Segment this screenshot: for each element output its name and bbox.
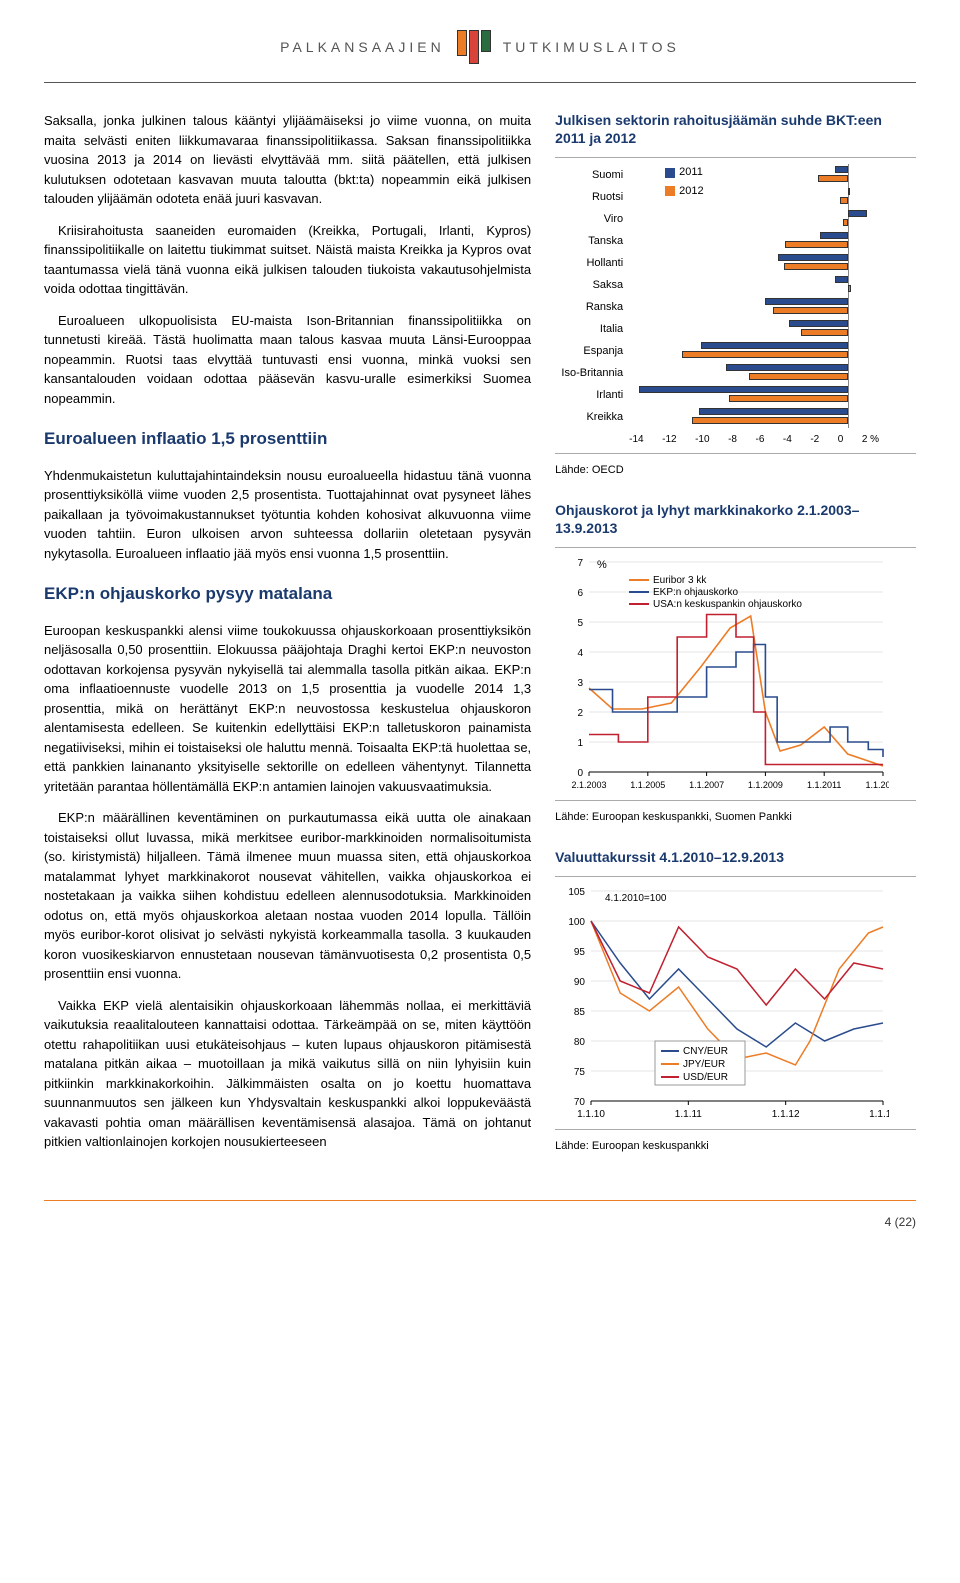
page-header: PALKANSAAJIEN TUTKIMUSLAITOS bbox=[44, 30, 916, 83]
chart1-title: Julkisen sektorin rahoitusjäämän suhde B… bbox=[555, 111, 916, 147]
header-right: TUTKIMUSLAITOS bbox=[503, 37, 680, 58]
chart2-title: Ohjauskorot ja lyhyt markkinakorko 2.1.2… bbox=[555, 501, 916, 537]
chart1-barchart: 20112012SuomiRuotsiViroTanskaHollantiSak… bbox=[555, 157, 916, 454]
svg-text:1.1.2009: 1.1.2009 bbox=[748, 780, 783, 790]
svg-text:CNY/EUR: CNY/EUR bbox=[683, 1046, 728, 1057]
svg-text:1.1.12: 1.1.12 bbox=[772, 1109, 800, 1120]
svg-text:1.1.11: 1.1.11 bbox=[675, 1109, 702, 1120]
svg-text:Euribor 3 kk: Euribor 3 kk bbox=[653, 575, 707, 586]
svg-text:70: 70 bbox=[574, 1097, 586, 1108]
svg-text:4: 4 bbox=[578, 648, 584, 659]
svg-text:USD/EUR: USD/EUR bbox=[683, 1072, 728, 1083]
svg-text:JPY/EUR: JPY/EUR bbox=[683, 1059, 725, 1070]
chart3-source: Lähde: Euroopan keskuspankki bbox=[555, 1138, 916, 1155]
footer-rule bbox=[44, 1200, 916, 1201]
svg-text:USA:n keskuspankin ohjauskorko: USA:n keskuspankin ohjauskorko bbox=[653, 599, 802, 610]
svg-text:75: 75 bbox=[574, 1067, 586, 1078]
paragraph: EKP:n määrällinen keventäminen on purkau… bbox=[44, 808, 531, 984]
logo-icon bbox=[457, 30, 491, 64]
section-heading: Euroalueen inflaatio 1,5 prosenttiin bbox=[44, 426, 531, 452]
svg-text:95: 95 bbox=[574, 947, 586, 958]
paragraph: Kriisirahoitusta saaneiden euromaiden (K… bbox=[44, 221, 531, 299]
chart3-title: Valuuttakurssit 4.1.2010–12.9.2013 bbox=[555, 848, 916, 866]
paragraph: Saksalla, jonka julkinen talous kääntyi … bbox=[44, 111, 531, 209]
svg-text:1: 1 bbox=[578, 738, 584, 749]
svg-text:1.1.2011: 1.1.2011 bbox=[807, 780, 841, 790]
svg-text:1.1.13: 1.1.13 bbox=[869, 1109, 889, 1120]
svg-text:2: 2 bbox=[578, 708, 584, 719]
paragraph: Euroopan keskuspankki alensi viime touko… bbox=[44, 621, 531, 797]
svg-text:1.1.2007: 1.1.2007 bbox=[689, 780, 724, 790]
svg-text:80: 80 bbox=[574, 1037, 586, 1048]
header-left: PALKANSAAJIEN bbox=[280, 37, 445, 58]
svg-text:3: 3 bbox=[578, 678, 584, 689]
chart2-linechart: 0 1 2 3 4 5 6 7% 2.1.2003 1.1.2005 1.1.2007 1.1.200… bbox=[555, 547, 916, 801]
svg-text:105: 105 bbox=[568, 887, 585, 898]
charts-column: Julkisen sektorin rahoitusjäämän suhde B… bbox=[555, 111, 916, 1176]
svg-text:100: 100 bbox=[568, 917, 585, 928]
svg-text:4.1.2010=100: 4.1.2010=100 bbox=[605, 893, 667, 904]
svg-text:5: 5 bbox=[578, 618, 584, 629]
page-number: 4 (22) bbox=[44, 1213, 916, 1231]
svg-text:6: 6 bbox=[578, 588, 584, 599]
svg-text:1.1.2005: 1.1.2005 bbox=[630, 780, 665, 790]
main-text-column: Saksalla, jonka julkinen talous kääntyi … bbox=[44, 111, 531, 1176]
chart3-linechart: 70 75 80 85 90 95 100 105 4.1.2010=100 1.1.10 1.1.… bbox=[555, 876, 916, 1130]
chart1-source: Lähde: OECD bbox=[555, 462, 916, 479]
svg-text:2.1.2003: 2.1.2003 bbox=[572, 780, 607, 790]
svg-text:7: 7 bbox=[578, 558, 584, 569]
paragraph: Vaikka EKP vielä alentaisikin ohjauskork… bbox=[44, 996, 531, 1152]
svg-text:85: 85 bbox=[574, 1007, 586, 1018]
svg-text:1.1.10: 1.1.10 bbox=[577, 1109, 605, 1120]
svg-text:0: 0 bbox=[578, 768, 584, 779]
svg-text:%: % bbox=[597, 559, 607, 571]
paragraph: Yhdenmukaistetun kuluttajahintaindeksin … bbox=[44, 466, 531, 564]
paragraph: Euroalueen ulkopuolisista EU-maista Ison… bbox=[44, 311, 531, 409]
svg-text:1.1.2013: 1.1.2013 bbox=[866, 780, 890, 790]
section-heading: EKP:n ohjauskorko pysyy matalana bbox=[44, 581, 531, 607]
svg-text:90: 90 bbox=[574, 977, 586, 988]
svg-text:EKP:n ohjauskorko: EKP:n ohjauskorko bbox=[653, 587, 738, 598]
chart2-source: Lähde: Euroopan keskuspankki, Suomen Pan… bbox=[555, 809, 916, 826]
